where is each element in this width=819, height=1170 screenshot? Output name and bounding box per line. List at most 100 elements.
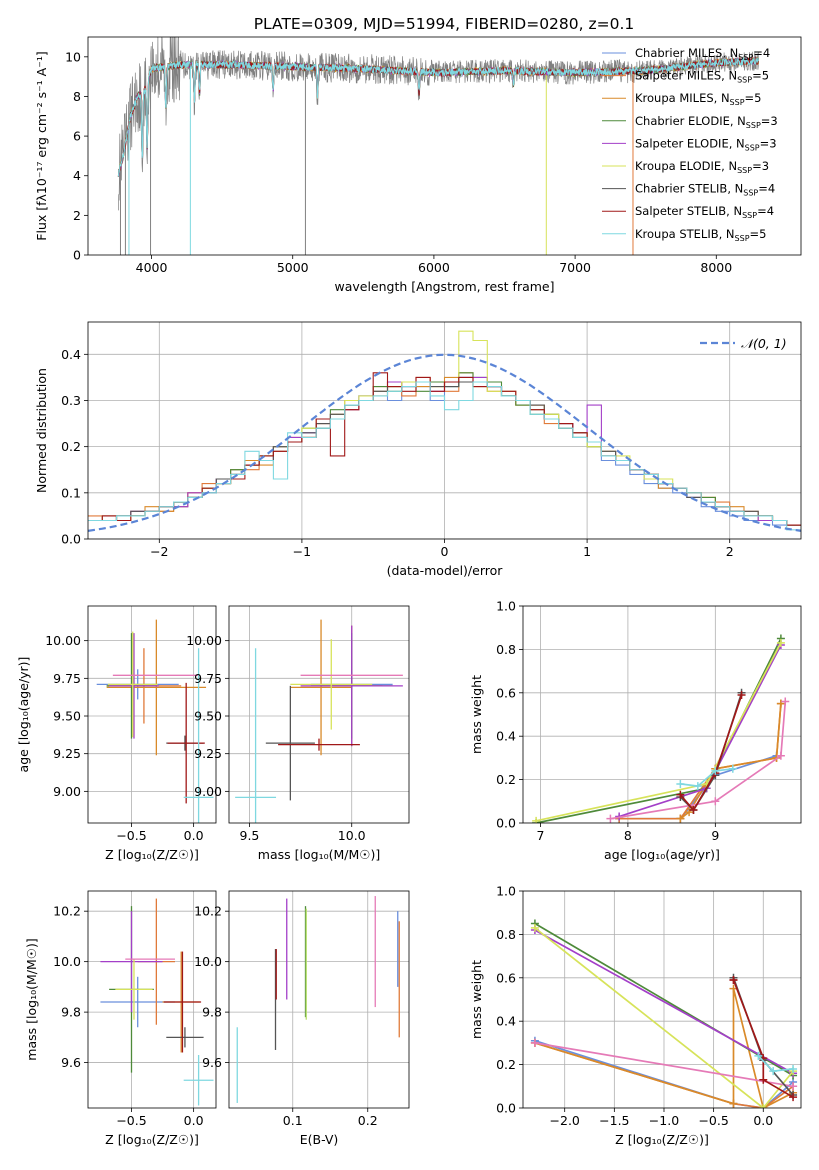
y-tick-label: 0.4 bbox=[496, 729, 516, 744]
legend-value: =5 bbox=[752, 69, 769, 83]
y-tick-label: 2 bbox=[73, 208, 81, 223]
weight-marker bbox=[711, 797, 720, 806]
legend-value: =5 bbox=[745, 91, 762, 105]
legend-subscript: SSP bbox=[735, 234, 750, 243]
panel-4: 7 8 9 0.0 0.2 0.4 0.6 0.8 1.0 age [log₁₀(age/yr)]… bbox=[469, 599, 802, 862]
y-axis-label: mass weight bbox=[469, 675, 484, 754]
y-tick-label: 10.0 bbox=[194, 954, 222, 969]
weight-line bbox=[534, 1042, 794, 1088]
y-tick-label: 9.50 bbox=[53, 709, 81, 724]
legend-label: Salpeter MILES, NSSP=5 bbox=[635, 69, 769, 85]
x-tick-label: −2 bbox=[150, 544, 168, 559]
y-tick-label: 0.4 bbox=[61, 347, 81, 362]
panel-0: 4000 5000 6000 7000 8000 0 2 4 6 8 10 wavelength [A… bbox=[34, 36, 802, 294]
axes-frame bbox=[228, 605, 410, 824]
axes-frame bbox=[87, 890, 217, 1109]
x-tick-label: 0.0 bbox=[753, 1113, 773, 1128]
x-tick-label: 0.0 bbox=[184, 828, 204, 843]
y-tick-label: 10.2 bbox=[194, 904, 222, 919]
y-tick-label: 0 bbox=[73, 248, 81, 263]
weight-marker bbox=[729, 975, 738, 984]
y-tick-label: 9.75 bbox=[53, 671, 81, 686]
y-tick-label: 0.0 bbox=[496, 1101, 516, 1116]
y-tick-label: 10.0 bbox=[53, 954, 81, 969]
plot-area bbox=[523, 606, 801, 823]
weight-line bbox=[679, 703, 782, 820]
panel-3: 9.5 10.0 9.00 9.25 9.50 9.75 10.00 mass [log₁₀(… bbox=[186, 605, 410, 862]
x-tick-label: −0.5 bbox=[698, 1113, 728, 1128]
legend-subscript: SSP bbox=[738, 53, 753, 62]
weight-marker bbox=[693, 782, 702, 791]
y-tick-label: 1.0 bbox=[496, 599, 516, 614]
x-tick-label: 4000 bbox=[136, 260, 168, 275]
weight-marker bbox=[789, 1093, 798, 1102]
y-tick-label: 0.4 bbox=[496, 1014, 516, 1029]
x-tick-label: −1 bbox=[293, 544, 311, 559]
weight-marker bbox=[781, 697, 790, 706]
y-tick-label: 0.8 bbox=[496, 927, 516, 942]
legend-value: =3 bbox=[761, 114, 778, 128]
x-tick-label: 5000 bbox=[277, 260, 309, 275]
weight-marker bbox=[676, 779, 685, 788]
legend-label: 𝒩(0, 1) bbox=[741, 336, 787, 351]
legend-value: =3 bbox=[752, 159, 769, 173]
x-axis-label: (data-model)/error bbox=[387, 563, 504, 578]
y-tick-label: 9.8 bbox=[202, 1005, 222, 1020]
x-axis-label: Z [log₁₀(Z/Z☉)] bbox=[615, 1132, 709, 1147]
y-axis-label: mass weight bbox=[469, 960, 484, 1039]
weight-marker bbox=[676, 814, 685, 823]
x-tick-label: 7 bbox=[537, 828, 545, 843]
legend-subscript: SSP bbox=[742, 211, 757, 220]
x-tick-label: 10.0 bbox=[338, 828, 366, 843]
normal-curve bbox=[88, 353, 801, 532]
axes-frame bbox=[87, 36, 802, 256]
legend-value: =4 bbox=[753, 46, 770, 60]
plot-area bbox=[117, 37, 759, 255]
y-tick-label: 0.0 bbox=[61, 532, 81, 547]
x-axis-label: age [log₁₀(age/yr)] bbox=[604, 847, 720, 862]
plot-area bbox=[88, 606, 216, 823]
y-tick-label: 0.3 bbox=[61, 393, 81, 408]
legend-label: Kroupa ELODIE, NSSP=3 bbox=[635, 159, 769, 175]
x-tick-label: 0.1 bbox=[283, 1113, 303, 1128]
x-tick-label: −0.5 bbox=[116, 828, 146, 843]
weight-marker bbox=[689, 805, 698, 814]
axes-frame bbox=[228, 890, 410, 1109]
weight-line bbox=[679, 694, 743, 812]
weight-line bbox=[535, 638, 782, 823]
y-tick-label: 9.50 bbox=[194, 709, 222, 724]
axes-frame bbox=[87, 605, 217, 824]
legend-value: =3 bbox=[760, 136, 777, 150]
weight-marker bbox=[676, 790, 685, 799]
y-tick-label: 9.25 bbox=[194, 746, 222, 761]
panel-7: −2.0 −1.5 −1.0 −0.5 0.0 0.0 0.2 0.4 0.6 0.8 1.0 Z [… bbox=[469, 884, 802, 1147]
weight-marker bbox=[759, 1075, 768, 1084]
x-tick-label: 7000 bbox=[559, 260, 591, 275]
panel-6: 0.1 0.2 9.6 9.8 10.0 10.2 E(B-V) bbox=[194, 890, 410, 1147]
x-tick-label: 8000 bbox=[700, 260, 732, 275]
weight-marker bbox=[685, 808, 694, 817]
x-axis-label: mass [log₁₀(M/M☉)] bbox=[258, 847, 380, 862]
weight-marker bbox=[789, 1082, 798, 1091]
y-tick-label: 8 bbox=[73, 89, 81, 104]
weight-marker bbox=[530, 1038, 539, 1047]
weight-marker bbox=[532, 816, 541, 823]
plot-area bbox=[229, 606, 409, 823]
weight-marker bbox=[729, 1099, 738, 1108]
weight-line bbox=[610, 701, 787, 820]
y-tick-label: 0.8 bbox=[496, 642, 516, 657]
y-tick-label: 9.25 bbox=[53, 746, 81, 761]
legend-label: Chabrier MILES, NSSP=4 bbox=[635, 46, 770, 62]
legend-subscript: SSP bbox=[746, 121, 761, 130]
legend-subscript: SSP bbox=[737, 166, 752, 175]
y-axis-label: Flux [fλ10⁻¹⁷ erg cm⁻² s⁻¹ A⁻¹] bbox=[34, 51, 49, 240]
y-tick-label: 0.6 bbox=[496, 970, 516, 985]
legend-subscript: SSP bbox=[743, 189, 758, 198]
x-axis-label: E(B-V) bbox=[300, 1132, 339, 1147]
weight-marker bbox=[606, 814, 615, 823]
y-tick-label: 10 bbox=[65, 49, 81, 64]
x-axis-label: Z [log₁₀(Z/Z☉)] bbox=[105, 847, 199, 862]
weight-marker bbox=[754, 1051, 763, 1060]
